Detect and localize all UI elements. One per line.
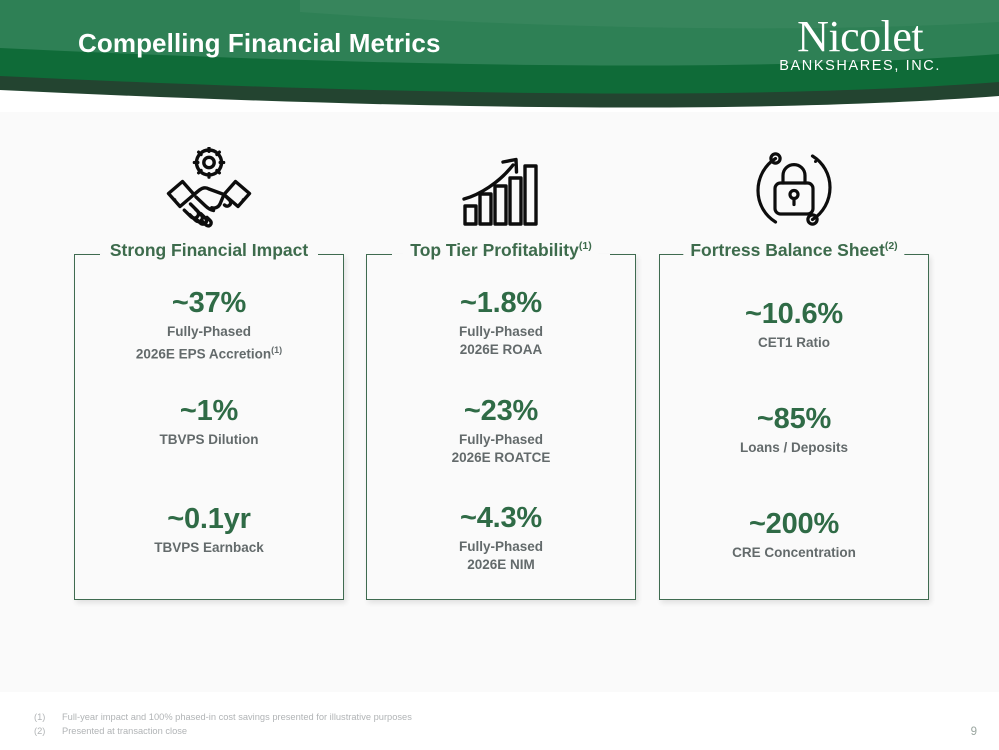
footnote-text: Full-year impact and 100% phased-in cost… <box>62 712 412 722</box>
panel-metrics: ~10.6% CET1 Ratio ~85% Loans / Deposits <box>659 280 929 600</box>
metric-value: ~0.1yr <box>167 503 251 535</box>
metrics-columns: Strong Financial Impact ~37% Fully-Phase… <box>0 112 999 692</box>
panel-title: Strong Financial Impact <box>102 240 316 261</box>
metric-label: Fully-Phased 2026E ROAA <box>366 323 636 359</box>
metric-value: ~1.8% <box>459 287 543 319</box>
metric-label-footnote-ref: (1) <box>271 345 283 355</box>
panel-title: Top Tier Profitability(1) <box>403 240 599 261</box>
metric-label-line2: 2026E NIM <box>467 557 535 572</box>
metric-value: ~4.3% <box>459 502 543 534</box>
metric-item: ~4.3% Fully-Phased 2026E NIM <box>366 501 636 574</box>
growth-bar-chart-icon <box>366 112 636 232</box>
footnotes: (1) Full-year impact and 100% phased-in … <box>34 711 412 738</box>
metric-value: ~23% <box>463 395 539 427</box>
metric-label: Fully-Phased 2026E ROATCE <box>366 431 636 467</box>
page-number: 9 <box>970 726 977 738</box>
metric-label-line1: TBVPS Dilution <box>159 432 259 447</box>
panel-title-text: Fortress Balance Sheet <box>690 240 885 260</box>
logo-tagline: BANKSHARES, INC. <box>779 58 941 74</box>
metric-panel: Strong Financial Impact ~37% Fully-Phase… <box>74 240 344 600</box>
metric-column-strong-financial-impact: Strong Financial Impact ~37% Fully-Phase… <box>74 112 344 600</box>
handshake-gear-icon <box>74 112 344 232</box>
metric-panel: Fortress Balance Sheet(2) ~10.6% CET1 Ra… <box>659 240 929 600</box>
metric-label: TBVPS Earnback <box>74 539 344 557</box>
footnote-number: (2) <box>34 725 46 736</box>
metric-value: ~37% <box>171 287 247 319</box>
panel-title-footnote-ref: (2) <box>884 240 898 253</box>
logo-wordmark: Nicolet <box>797 12 924 61</box>
metric-value: ~1% <box>179 395 239 427</box>
nicolet-logo: Nicolet BANKSHARES, INC. <box>779 14 941 75</box>
metric-value: ~200% <box>748 508 840 540</box>
padlock-orbit-icon <box>659 112 929 232</box>
panel-title-text: Top Tier Profitability <box>410 240 579 260</box>
metric-value: ~85% <box>756 403 832 435</box>
metric-item: ~200% CRE Concentration <box>659 507 929 562</box>
panel-metrics: ~37% Fully-Phased 2026E EPS Accretion(1)… <box>74 280 344 600</box>
page-title: Compelling Financial Metrics <box>78 28 441 58</box>
metric-label-line2: 2026E EPS Accretion <box>135 346 272 362</box>
metric-label-line1: CRE Concentration <box>732 545 856 560</box>
footnote-item: (1) Full-year impact and 100% phased-in … <box>34 711 412 725</box>
metric-label-line1: Fully-Phased <box>458 324 544 339</box>
metric-item: ~23% Fully-Phased 2026E ROATCE <box>366 394 636 467</box>
metric-label-line2: 2026E ROATCE <box>451 450 551 465</box>
metric-label-line1: TBVPS Earnback <box>154 540 264 555</box>
slide-body: Strong Financial Impact ~37% Fully-Phase… <box>0 112 999 692</box>
metric-label-line1: CET1 Ratio <box>757 335 830 350</box>
footnote-number: (1) <box>34 712 46 722</box>
metric-item: ~1% TBVPS Dilution <box>74 394 344 449</box>
metric-label-line1: Fully-Phased <box>458 539 544 554</box>
metric-panel: Top Tier Profitability(1) ~1.8% Fully-Ph… <box>366 240 636 600</box>
metric-item: ~1.8% Fully-Phased 2026E ROAA <box>366 286 636 359</box>
header-banner-graphic <box>0 0 999 108</box>
metric-column-top-tier-profitability: Top Tier Profitability(1) ~1.8% Fully-Ph… <box>366 112 636 600</box>
metric-label: Fully-Phased 2026E NIM <box>366 538 636 574</box>
metric-label: TBVPS Dilution <box>74 431 344 449</box>
metric-label-line1: Loans / Deposits <box>739 440 849 455</box>
metric-label: Fully-Phased 2026E EPS Accretion(1) <box>74 323 344 364</box>
slide-header: Compelling Financial Metrics Nicolet BAN… <box>0 0 999 112</box>
metric-item: ~37% Fully-Phased 2026E EPS Accretion(1) <box>74 286 344 364</box>
metric-item: ~85% Loans / Deposits <box>659 402 929 457</box>
metric-label: CRE Concentration <box>659 544 929 562</box>
panel-title-footnote-ref: (1) <box>578 240 592 253</box>
metric-value: ~10.6% <box>745 298 843 330</box>
panel-metrics: ~1.8% Fully-Phased 2026E ROAA ~23% Fully… <box>366 280 636 600</box>
panel-title-text: Strong Financial Impact <box>109 240 309 260</box>
metric-label-line1: Fully-Phased <box>166 324 252 339</box>
metric-label-line1: Fully-Phased <box>458 432 544 447</box>
panel-title: Fortress Balance Sheet(2) <box>683 240 905 261</box>
metric-item: ~10.6% CET1 Ratio <box>659 297 929 352</box>
metric-label-line2: 2026E ROAA <box>459 342 543 357</box>
metric-label: CET1 Ratio <box>659 334 929 352</box>
metric-column-fortress-balance-sheet: Fortress Balance Sheet(2) ~10.6% CET1 Ra… <box>659 112 929 600</box>
footnote-item: (2) Presented at transaction close <box>34 725 412 739</box>
metric-label: Loans / Deposits <box>659 439 929 457</box>
metric-item: ~0.1yr TBVPS Earnback <box>74 502 344 557</box>
footnote-text: Presented at transaction close <box>62 725 188 736</box>
